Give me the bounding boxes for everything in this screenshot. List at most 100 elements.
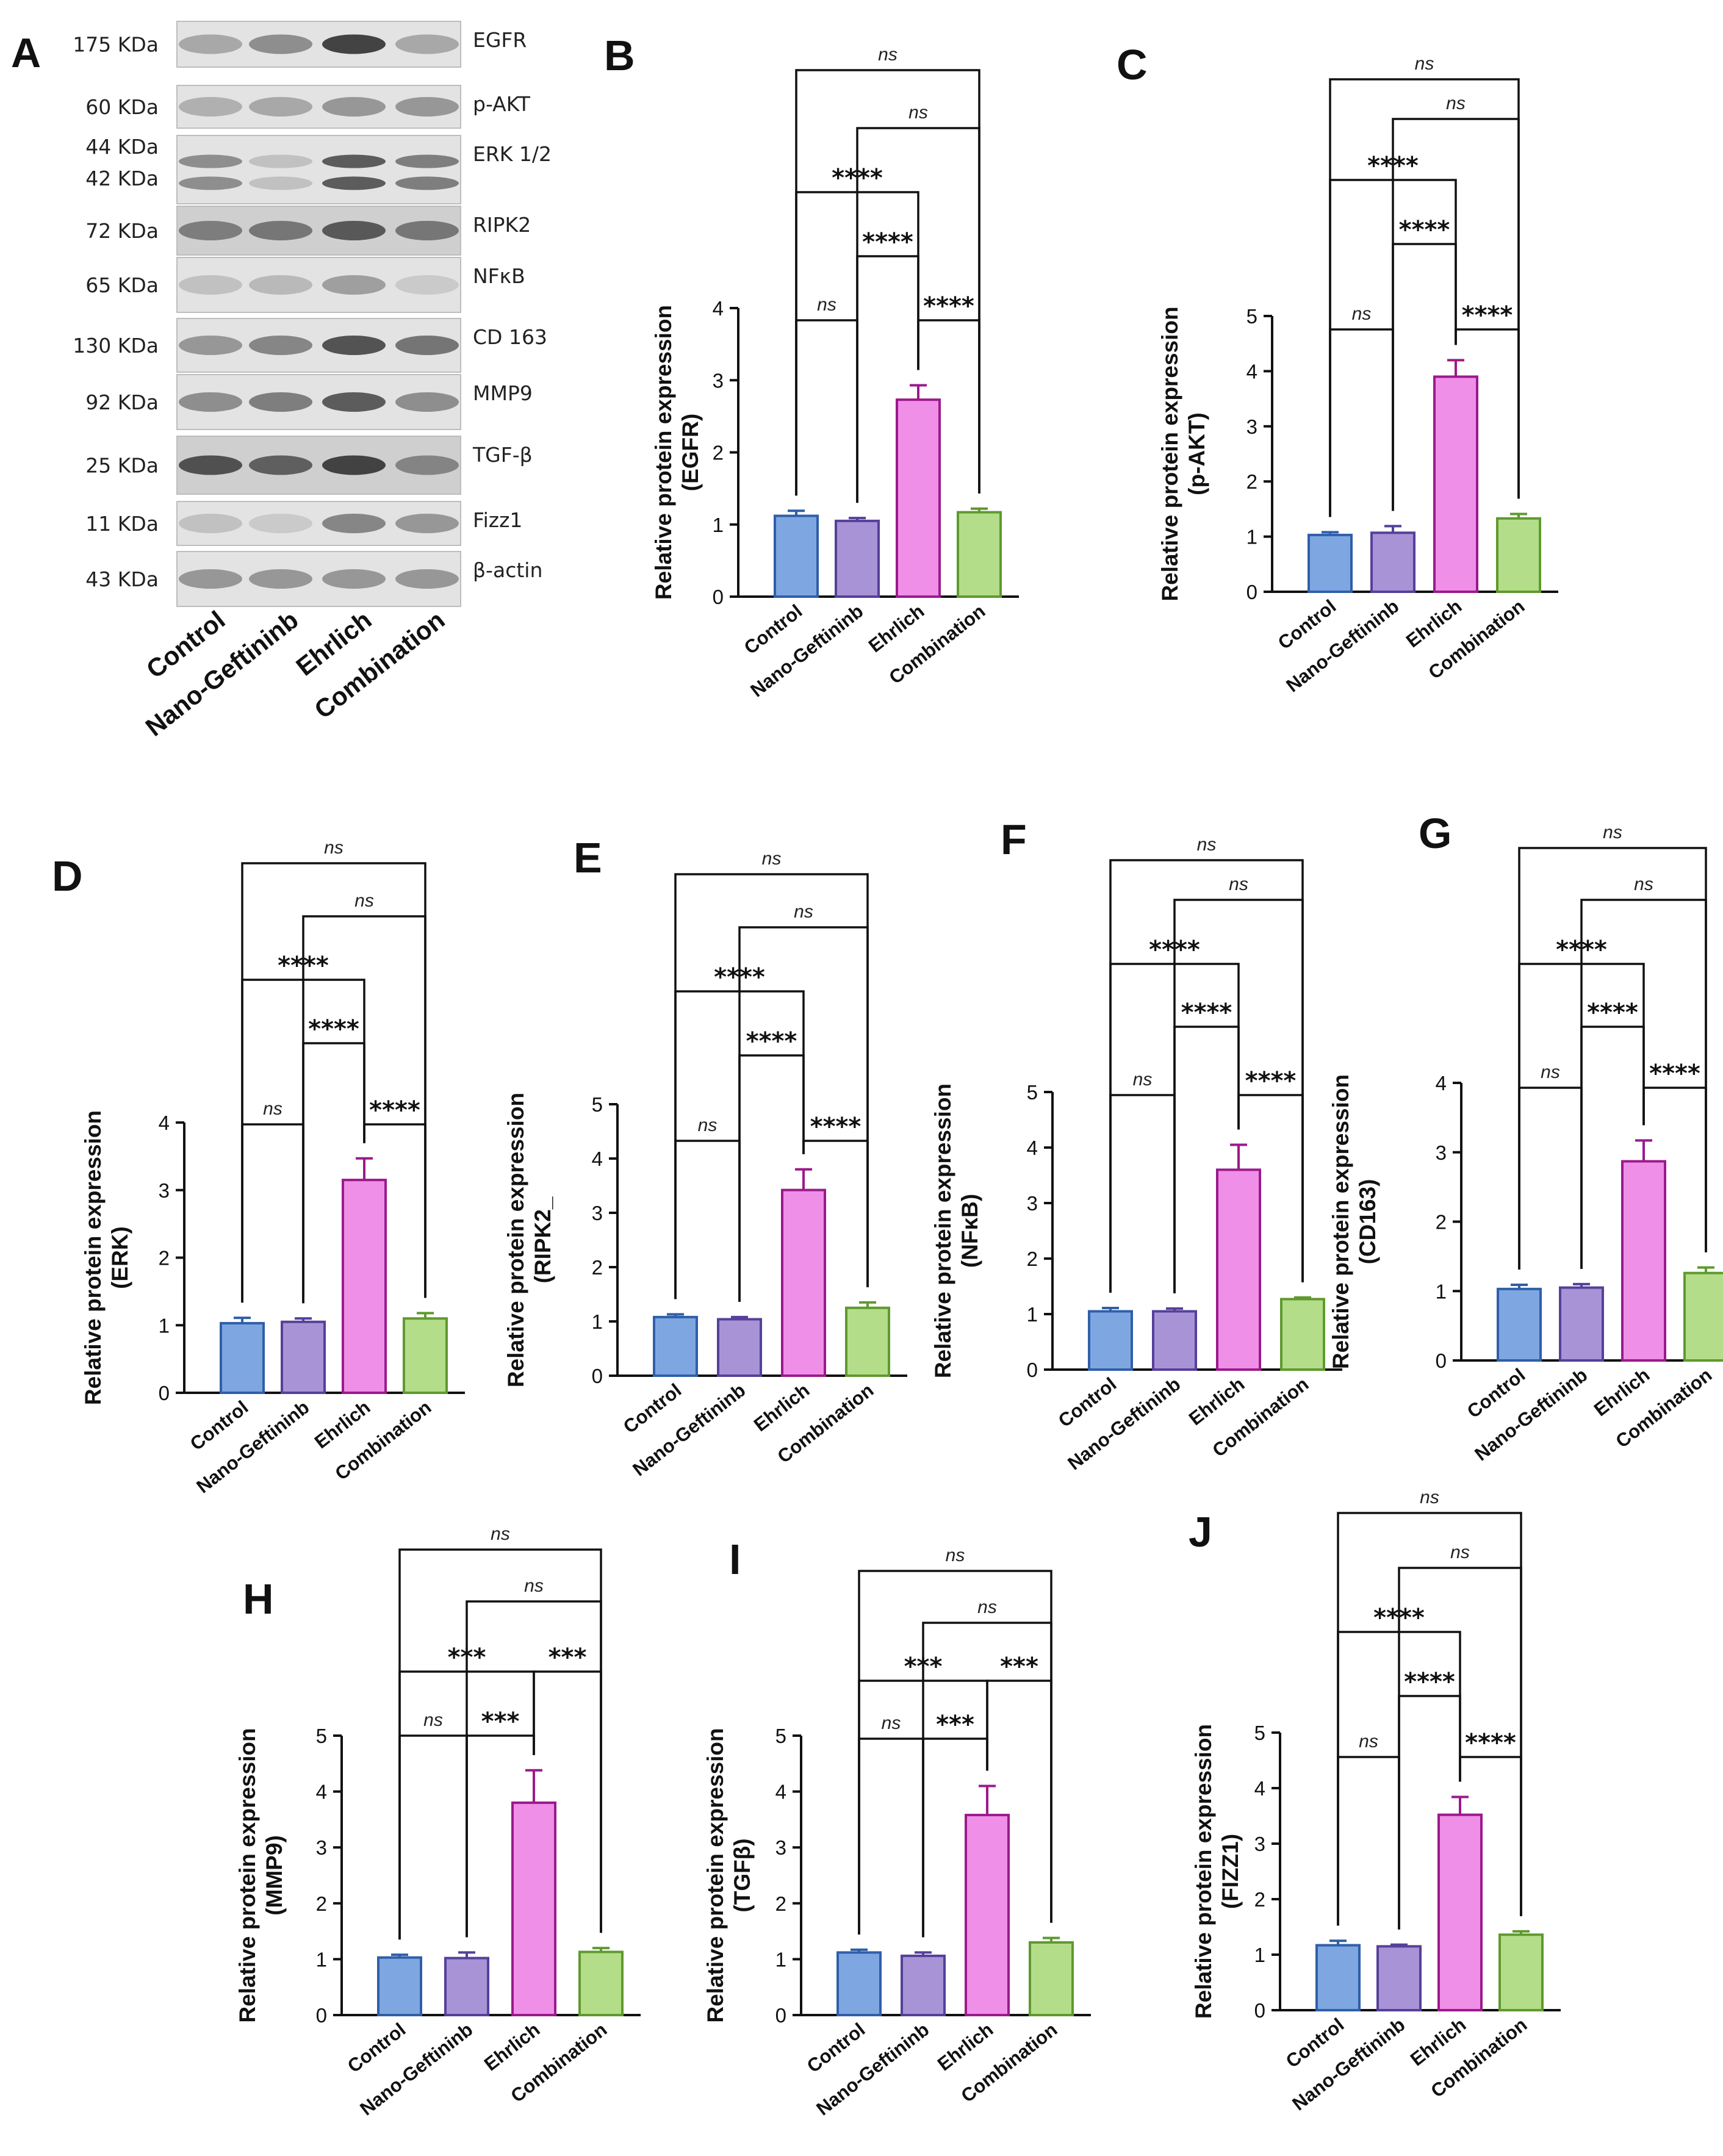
bar-combination [1280, 1298, 1325, 1371]
y-tick-label: 2 [775, 1892, 786, 1915]
kda-label: 60 KDa [85, 95, 159, 119]
y-tick-label: 1 [713, 514, 724, 536]
y-tick-label: 0 [1254, 1999, 1265, 2022]
significance-label: **** [1149, 936, 1200, 964]
significance-label: **** [1462, 301, 1513, 329]
y-tick-label: 4 [713, 297, 724, 320]
significance-label: **** [1404, 1668, 1455, 1696]
blot-band [179, 569, 242, 589]
blot-band [395, 392, 459, 412]
panel-label: C [1117, 41, 1148, 88]
y-tick-label: 1 [775, 1948, 786, 1971]
bar-combination [1496, 517, 1541, 594]
blot-strip [176, 135, 461, 204]
significance-bracket [1109, 1094, 1176, 1293]
blot-band [179, 275, 242, 295]
y-axis-label: (TGFβ) [730, 1838, 755, 1912]
significance-label: ns [1229, 874, 1248, 894]
significance-label: ns [1352, 304, 1372, 324]
significance-label: *** [549, 1644, 587, 1672]
kda-label: 43 KDa [85, 567, 159, 591]
bar-control [653, 1315, 698, 1377]
y-tick-label: 5 [775, 1725, 786, 1747]
kda-label: 92 KDa [85, 390, 159, 414]
significance-label: ns [946, 1545, 965, 1565]
protein-label: MMP9 [473, 381, 533, 405]
y-tick-label: 3 [1246, 415, 1257, 438]
bar-combination [403, 1317, 448, 1395]
significance-label: ns [1133, 1069, 1153, 1090]
y-axis-label: (MMP9) [262, 1835, 287, 1916]
significance-label: ns [1450, 1542, 1470, 1562]
y-tick-label: 3 [1254, 1833, 1265, 1855]
significance-bracket [241, 1123, 304, 1304]
significance-bracket [1455, 328, 1520, 499]
significance-label: ns [1603, 822, 1622, 843]
blot-band [395, 336, 459, 355]
y-axis-label: (ERK) [107, 1226, 132, 1289]
bar-control [220, 1321, 265, 1394]
significance-label: ns [977, 1597, 997, 1617]
y-tick-label: 4 [1436, 1072, 1447, 1094]
blot-band [249, 176, 312, 190]
significance-label: *** [448, 1644, 486, 1672]
y-tick-label: 3 [1436, 1141, 1447, 1164]
significance-label: *** [481, 1708, 520, 1736]
blot-band [179, 34, 242, 54]
bar-control [836, 1951, 882, 2016]
y-tick-label: 0 [1027, 1359, 1038, 1381]
panel-label: J [1189, 1508, 1212, 1556]
bar-control [1088, 1310, 1133, 1371]
panel-label: F [1001, 816, 1027, 863]
protein-label: NFκB [473, 264, 525, 288]
significance-label: ns [423, 1710, 443, 1730]
significance-label: **** [714, 963, 765, 991]
y-tick-label: 1 [1027, 1303, 1038, 1326]
y-axis-label: Relative protein expression [651, 305, 676, 600]
blot-band [322, 514, 386, 533]
bar-ehrlich [1216, 1168, 1261, 1371]
significance-bracket [1237, 1094, 1304, 1282]
blot-band [179, 154, 242, 168]
y-axis-label: Relative protein expression [1191, 1724, 1216, 2019]
panel-label: I [729, 1536, 741, 1583]
significance-label: **** [923, 292, 974, 320]
y-tick-label: 1 [1254, 1944, 1265, 1966]
significance-label: ns [1541, 1062, 1560, 1082]
significance-label: *** [936, 1711, 974, 1739]
y-tick-label: 1 [592, 1310, 603, 1333]
significance-label: **** [746, 1027, 797, 1055]
y-tick-label: 2 [159, 1247, 170, 1270]
bar-control [1497, 1287, 1542, 1362]
y-tick-label: 0 [713, 586, 724, 608]
y-tick-label: 2 [1027, 1248, 1038, 1270]
y-tick-label: 0 [159, 1382, 170, 1404]
protein-label: ERK 1/2 [473, 142, 552, 166]
significance-label: ns [817, 295, 836, 315]
y-tick-label: 2 [316, 1892, 327, 1915]
significance-label: **** [1465, 1729, 1516, 1757]
blot-band [179, 176, 242, 190]
blot-band [395, 221, 459, 240]
blot-band [179, 97, 242, 117]
blot-band [179, 336, 242, 355]
significance-bracket [1459, 1756, 1522, 1916]
kda-label: 72 KDa [85, 219, 159, 243]
y-tick-label: 4 [1027, 1137, 1038, 1159]
significance-label: **** [1373, 1604, 1425, 1632]
blot-band [322, 569, 386, 589]
significance-label: ns [1415, 54, 1434, 74]
blot-band [249, 97, 312, 117]
blot-band [322, 275, 386, 295]
blot-strip [176, 501, 461, 546]
blot-band [322, 221, 386, 240]
bar-combination [1683, 1271, 1723, 1362]
y-tick-label: 5 [592, 1093, 603, 1116]
significance-label: **** [1367, 152, 1419, 180]
protein-label: p-AKT [473, 92, 531, 116]
bar-ehrlich [342, 1179, 387, 1394]
significance-label: **** [1556, 936, 1607, 964]
significance-bracket [986, 1680, 1052, 1923]
significance-label: *** [1000, 1653, 1038, 1681]
significance-bracket [363, 1123, 426, 1298]
